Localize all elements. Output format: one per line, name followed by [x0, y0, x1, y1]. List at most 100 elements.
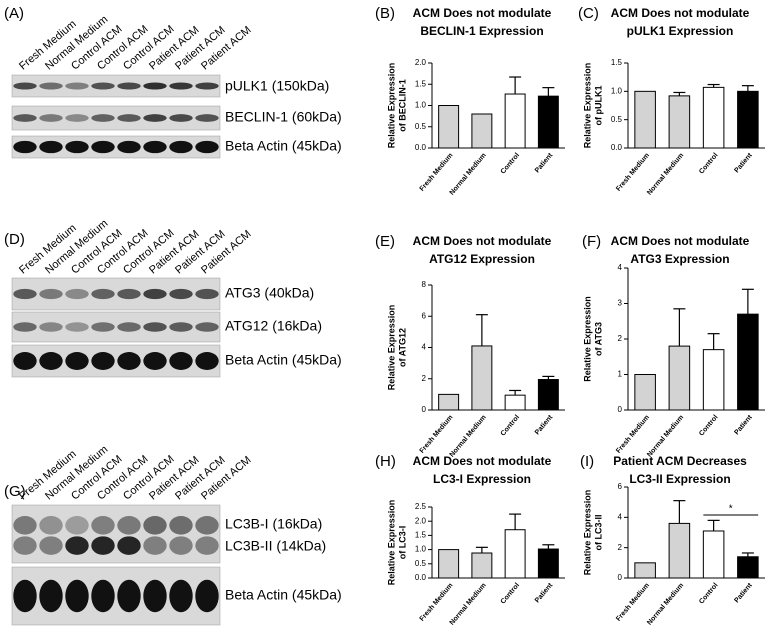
blot-band — [39, 322, 63, 332]
blot-band — [91, 288, 115, 300]
bar — [504, 529, 526, 579]
y-axis-label: of pULK1 — [593, 86, 603, 126]
y-tick-label: 0.0 — [415, 143, 427, 152]
y-axis-label: of ATG3 — [593, 322, 603, 356]
y-axis-label: Relative Expression — [386, 305, 396, 391]
band-label: Beta Actin (45kDa) — [225, 138, 342, 154]
blot-band — [143, 140, 167, 154]
x-tick-label: Fresh Medium — [419, 414, 455, 455]
x-tick-label: Patient — [733, 413, 754, 436]
blot-band — [91, 516, 115, 535]
blot-band — [169, 352, 193, 370]
blot-band — [143, 352, 167, 370]
band-label: Beta Actin (45kDa) — [225, 352, 342, 368]
bar — [737, 313, 759, 411]
blot-band — [91, 352, 115, 370]
x-tick-label: Normal Medium — [646, 414, 685, 459]
y-tick-label: 0.5 — [415, 559, 427, 568]
x-tick-label: Patient — [534, 151, 555, 174]
blot-band — [39, 288, 63, 300]
y-tick-label: 2.0 — [415, 58, 427, 67]
panel-label: (E) — [375, 233, 395, 250]
blot-band — [65, 288, 89, 300]
y-tick-label: 2 — [422, 374, 427, 383]
blot-band — [195, 322, 219, 332]
blot-band — [117, 579, 141, 613]
blot-band — [195, 516, 219, 535]
x-tick-label: Control — [698, 582, 719, 606]
blot-band — [117, 114, 141, 122]
blot-band — [13, 322, 37, 332]
blot-band — [117, 82, 141, 90]
panel-label: (F) — [582, 233, 601, 250]
x-tick-label: Control — [500, 152, 521, 176]
chart-title: BECLIN-1 Expression — [420, 24, 543, 38]
y-axis-label: Relative Expression — [582, 63, 592, 149]
significance-label: * — [729, 504, 733, 515]
blot-band — [195, 536, 219, 555]
y-axis-label: Relative Expression — [582, 296, 592, 382]
y-tick-label: 1.5 — [611, 58, 623, 67]
bar — [668, 95, 691, 149]
blot-band — [169, 114, 193, 122]
x-tick-label: Fresh Medium — [615, 414, 651, 455]
band-label: LC3B-I (16kDa) — [225, 516, 322, 532]
bar — [737, 90, 759, 149]
bar — [537, 379, 559, 411]
x-tick-label: Fresh Medium — [615, 152, 651, 193]
blot-band — [91, 579, 115, 613]
y-axis-label: of LC3-II — [593, 515, 603, 551]
band-label: ATG3 (40kDa) — [225, 285, 314, 301]
y-axis-label: Relative Expression — [386, 63, 396, 149]
blot-band — [39, 82, 63, 90]
x-tick-label: Control — [698, 414, 719, 438]
y-tick-label: 6 — [422, 311, 427, 320]
blot-band — [65, 516, 89, 535]
y-tick-label: 4 — [422, 343, 427, 352]
chart-title: LC3-I Expression — [433, 472, 531, 486]
bar — [504, 394, 526, 411]
panel-label: (G) — [4, 483, 26, 500]
bar — [702, 349, 725, 411]
bar — [737, 556, 759, 579]
blot-band — [13, 82, 37, 90]
blot-band — [65, 140, 89, 154]
blot-band — [39, 140, 63, 154]
blot-band — [195, 140, 219, 154]
blot-band — [117, 140, 141, 154]
y-tick-label: 3 — [618, 299, 623, 308]
blot-band — [39, 352, 63, 370]
y-tick-label: 2.5 — [415, 502, 427, 511]
blot-band — [169, 322, 193, 332]
blot-band — [65, 579, 89, 613]
blot-band — [169, 516, 193, 535]
chart-title: ACM Does not modulate — [413, 234, 552, 248]
blot-band — [143, 516, 167, 535]
x-tick-label: Control — [698, 152, 719, 176]
chart-title: ACM Does not modulate — [413, 6, 552, 20]
blot-band — [91, 82, 115, 90]
y-tick-label: 0.0 — [611, 143, 623, 152]
panel-label: (I) — [580, 453, 594, 470]
blot-strip — [11, 504, 221, 564]
y-tick-label: 0 — [618, 405, 623, 414]
panel-label: (B) — [375, 5, 395, 22]
blot-band — [117, 322, 141, 332]
x-tick-label: Fresh Medium — [615, 582, 651, 623]
x-tick-label: Normal Medium — [646, 152, 685, 197]
y-tick-label: 0.5 — [611, 115, 623, 124]
panel-label: (C) — [578, 5, 599, 22]
blot-band — [13, 352, 37, 370]
chart-title: ACM Does not modulate — [611, 234, 750, 248]
y-tick-label: 4 — [618, 263, 623, 272]
band-label: pULK1 (150kDa) — [225, 78, 329, 94]
bar — [471, 113, 493, 149]
chart-title: ATG3 Expression — [630, 252, 729, 266]
blot-band — [143, 82, 167, 90]
blot-band — [169, 536, 193, 555]
bar — [634, 90, 656, 149]
blot-band — [117, 352, 141, 370]
bar — [702, 86, 725, 149]
x-tick-label: Normal Medium — [646, 582, 685, 627]
x-tick-label: Patient — [534, 581, 555, 604]
